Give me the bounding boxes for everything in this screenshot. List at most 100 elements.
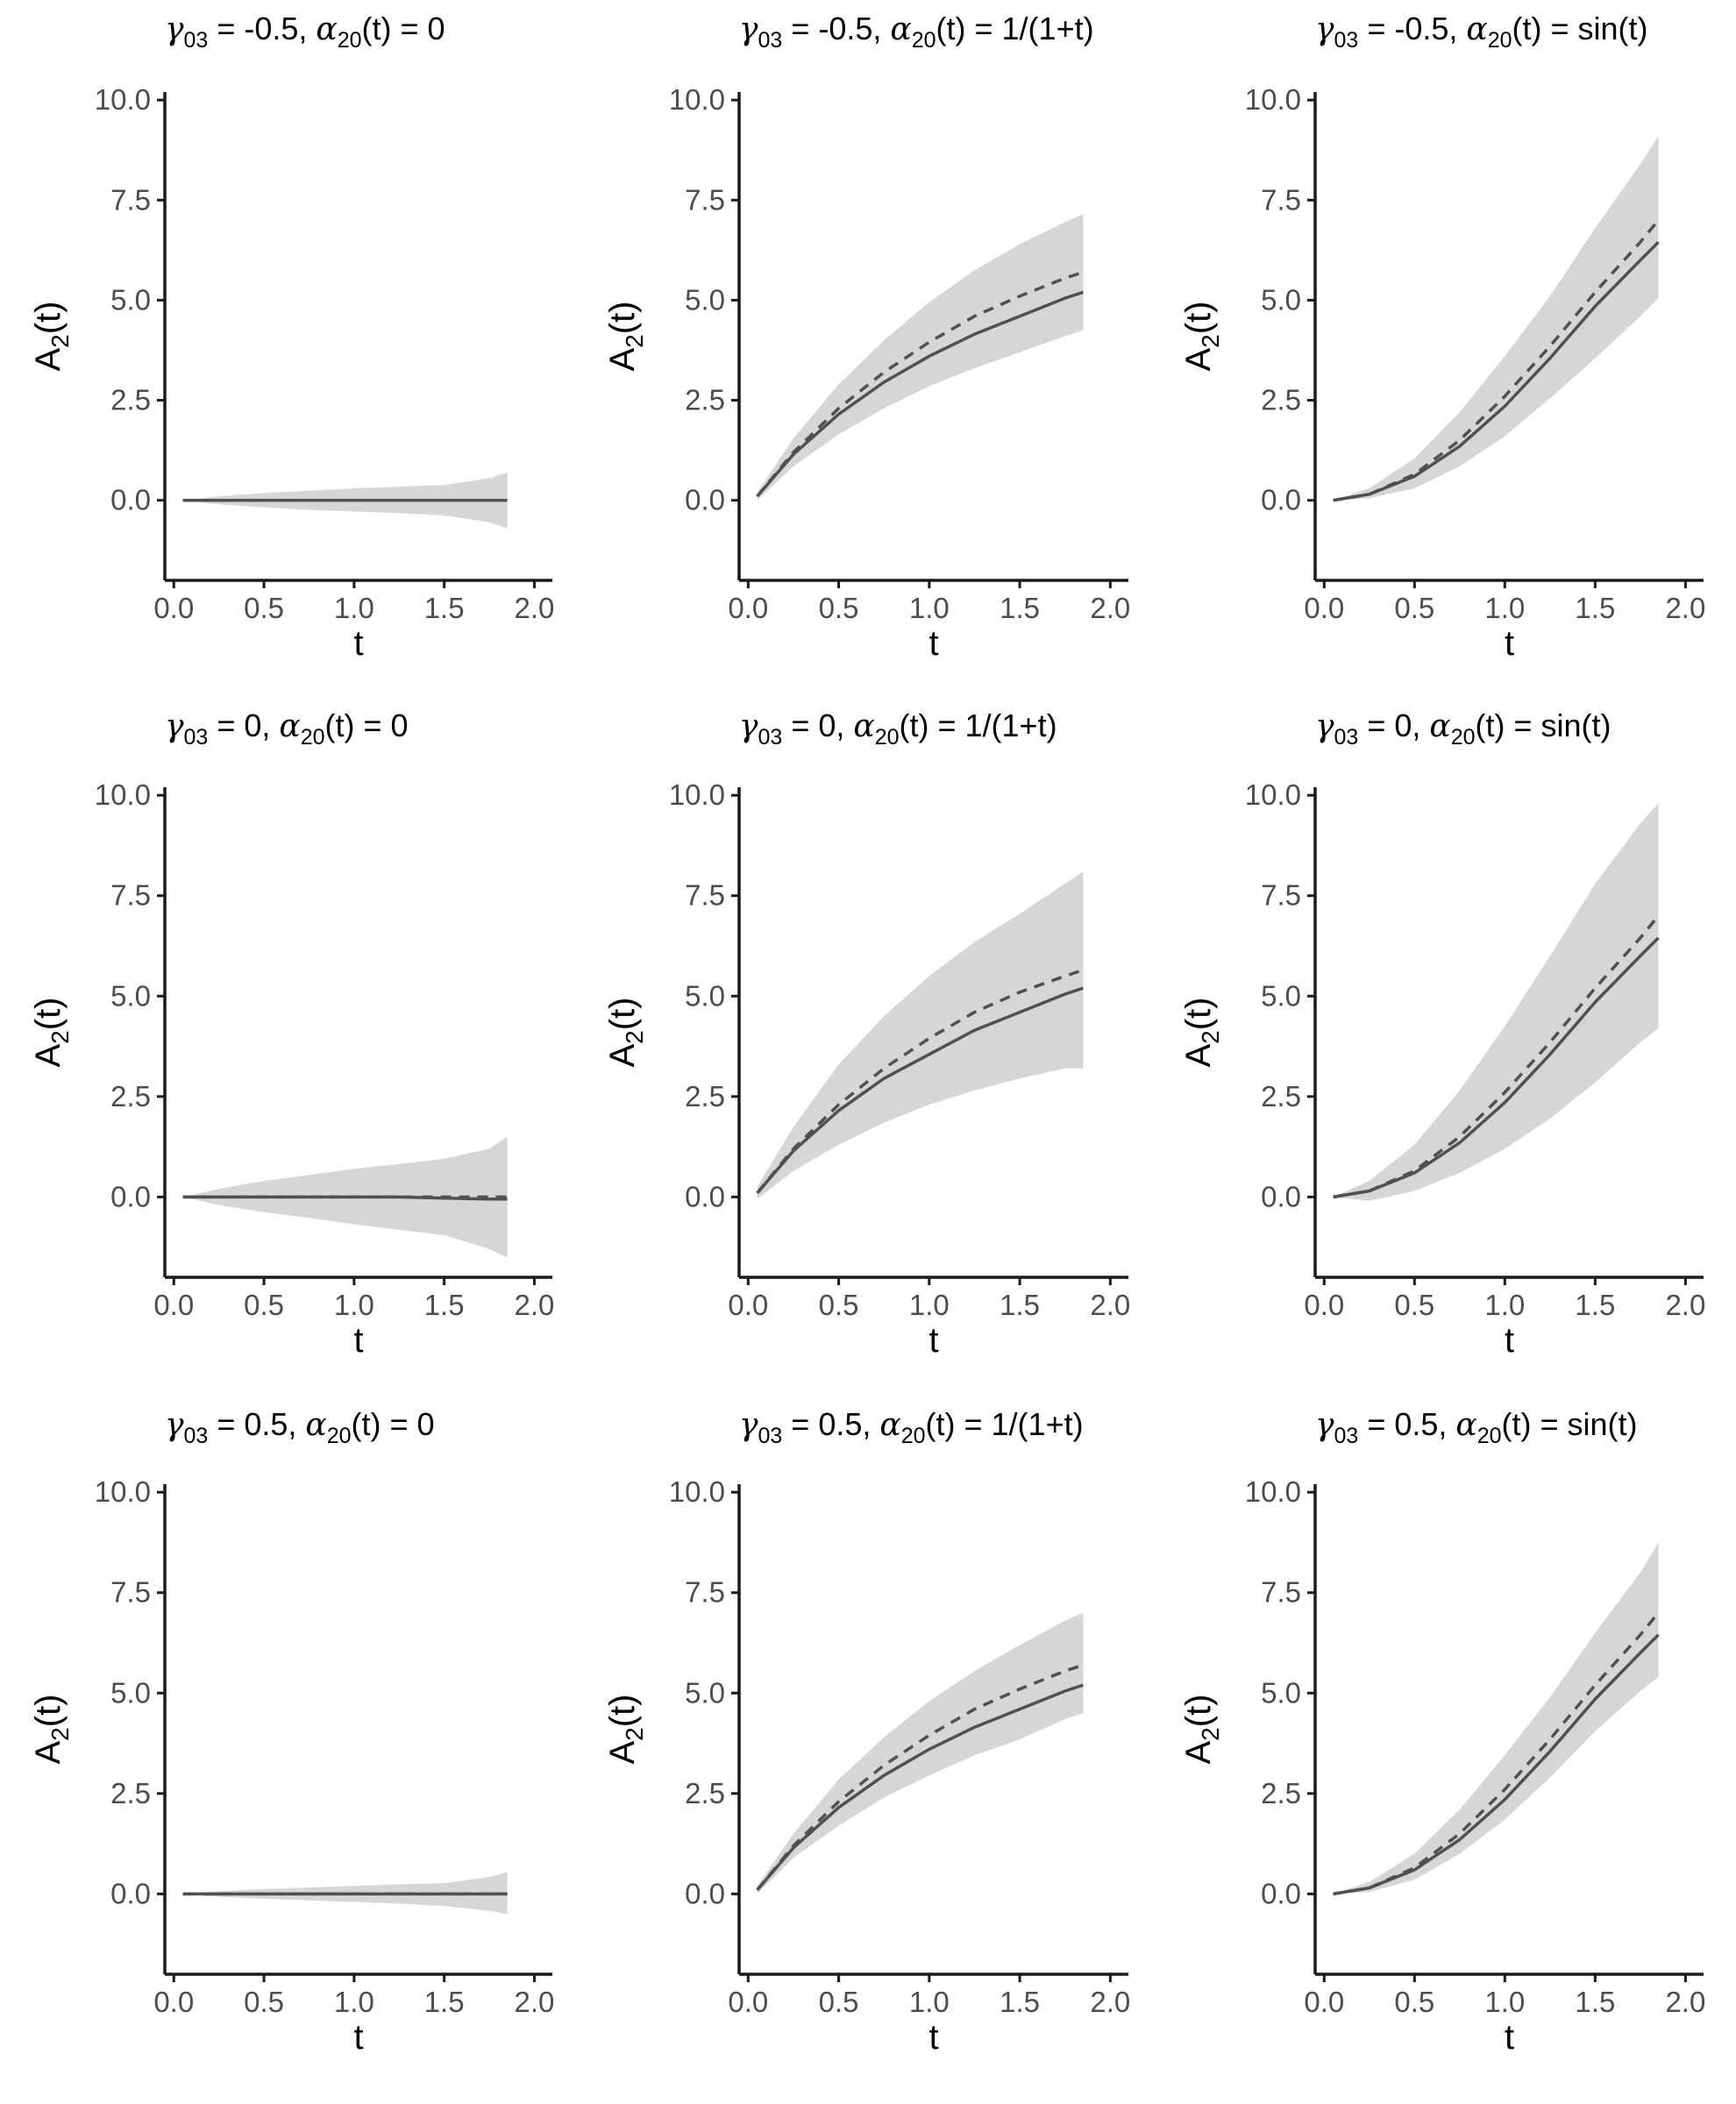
x-tick-label: 1.5 — [424, 1289, 465, 1321]
x-tick-label: 0.0 — [728, 1986, 768, 2018]
x-tick-label: 1.5 — [1575, 1289, 1615, 1321]
x-tick-label: 1.0 — [334, 592, 374, 624]
y-tick-label: 10.0 — [1245, 83, 1301, 116]
y-tick-label: 5.0 — [110, 979, 151, 1012]
y-title-argument: (t) — [1179, 1694, 1218, 1727]
x-tick-label: 0.5 — [1394, 592, 1434, 624]
y-tick-label: 0.0 — [110, 484, 151, 516]
y-title-argument: (t) — [603, 997, 642, 1030]
y-axis-title: A2(t) — [603, 1694, 648, 1764]
y-tick-label: 7.5 — [685, 183, 725, 216]
x-tick-label: 0.0 — [153, 1986, 194, 2018]
y-tick-label: 5.0 — [1261, 283, 1301, 316]
panel-title: γ03 = 0.5, α20(t) = 1/(1+t) — [739, 1406, 1084, 1448]
y-title-argument: (t) — [29, 997, 68, 1030]
gamma-subscript: 03 — [184, 725, 209, 750]
panel-title: γ03 = 0, α20(t) = 0 — [165, 707, 409, 750]
true-curve — [1333, 1611, 1660, 1896]
alpha-symbol: α — [279, 708, 300, 744]
gamma-value: = 0, — [782, 707, 853, 743]
x-tick-label: 2.0 — [1665, 592, 1705, 624]
x-tick-label: 0.5 — [244, 1289, 284, 1321]
true-curve — [1333, 914, 1660, 1199]
alpha-symbol: α — [305, 1407, 326, 1443]
y-title-argument: (t) — [603, 1694, 642, 1727]
y-tick-label: 7.5 — [110, 879, 151, 912]
panel-title: γ03 = 0.5, α20(t) = sin(t) — [1315, 1406, 1638, 1448]
x-tick-label: 1.5 — [424, 1986, 465, 2018]
y-tick-label: 7.5 — [110, 1576, 151, 1609]
y-axis-title: A2(t) — [29, 997, 74, 1067]
alpha-subscript: 20 — [338, 28, 362, 53]
alpha-subscript: 20 — [1488, 28, 1512, 53]
x-axis-title: t — [1505, 1321, 1514, 1360]
gamma-value: = 0.5, — [208, 1406, 305, 1442]
y-tick-label: 2.5 — [1261, 384, 1301, 416]
gamma-value: = -0.5, — [1358, 11, 1466, 46]
y-tick-label: 0.0 — [1261, 1180, 1301, 1212]
y-title-main: A — [1179, 1741, 1218, 1765]
gamma-subscript: 03 — [1334, 1424, 1359, 1448]
y-axis-title: A2(t) — [29, 301, 74, 371]
panel-1-3: γ03 = -0.5, α20(t) = sin(t) 0.0 2.5 5.0 7.5 1… — [1179, 11, 1705, 663]
x-tick-label: 1.0 — [1484, 1986, 1525, 2018]
y-tick-label: 2.5 — [110, 384, 151, 416]
alpha-expression: (t) = sin(t) — [1512, 11, 1648, 46]
alpha-expression: (t) = 0 — [352, 1406, 435, 1442]
estimate-curve — [756, 986, 1084, 1194]
y-title-main: A — [603, 1044, 642, 1068]
y-tick-label: 5.0 — [685, 979, 725, 1012]
y-title-subscript: 2 — [1197, 1030, 1224, 1044]
estimate-curve — [756, 290, 1084, 498]
gamma-subscript: 03 — [1334, 725, 1359, 750]
y-title-subscript: 2 — [621, 1727, 648, 1741]
true-curve — [756, 1663, 1084, 1891]
gamma-subscript: 03 — [758, 725, 783, 750]
y-tick-label: 0.0 — [685, 1877, 725, 1909]
alpha-symbol: α — [1455, 1407, 1476, 1443]
panel-title: γ03 = -0.5, α20(t) = 0 — [165, 11, 445, 53]
gamma-symbol: γ — [739, 1407, 758, 1443]
x-tick-label: 0.5 — [1394, 1986, 1434, 2018]
x-tick-label: 0.5 — [819, 1986, 859, 2018]
panel-title: γ03 = -0.5, α20(t) = sin(t) — [1315, 11, 1648, 53]
y-tick-label: 2.5 — [1261, 1080, 1301, 1112]
panel-1-1: γ03 = -0.5, α20(t) = 0 0.0 2.5 5.0 7.5 10.0 0.… — [29, 11, 554, 663]
x-tick-label: 2.0 — [1090, 1986, 1130, 2018]
y-tick-label: 10.0 — [95, 778, 151, 811]
y-title-subscript: 2 — [621, 334, 648, 348]
panel-3-2: γ03 = 0.5, α20(t) = 1/(1+t) 0.0 2.5 5.0 7.5 1… — [603, 1406, 1130, 2057]
alpha-subscript: 20 — [301, 725, 325, 750]
y-tick-label: 2.5 — [685, 1080, 725, 1112]
y-tick-label: 5.0 — [685, 1676, 725, 1709]
x-tick-label: 1.0 — [1484, 1289, 1525, 1321]
y-axis-title: A2(t) — [1179, 1694, 1224, 1764]
y-tick-label: 7.5 — [110, 183, 151, 216]
alpha-symbol: α — [1429, 708, 1450, 744]
y-tick-label: 10.0 — [95, 83, 151, 116]
y-title-subscript: 2 — [46, 334, 74, 348]
alpha-expression: (t) = sin(t) — [1476, 707, 1611, 743]
x-tick-label: 2.0 — [1665, 1986, 1705, 2018]
y-axis-title: A2(t) — [603, 301, 648, 371]
gamma-symbol: γ — [739, 708, 758, 744]
alpha-subscript: 20 — [901, 1424, 926, 1448]
x-tick-label: 0.0 — [1304, 592, 1344, 624]
y-tick-label: 5.0 — [110, 283, 151, 316]
y-tick-label: 10.0 — [1245, 1475, 1301, 1508]
x-tick-label: 1.5 — [1575, 592, 1615, 624]
gamma-value: = 0.5, — [782, 1406, 879, 1442]
y-title-subscript: 2 — [1197, 334, 1224, 348]
y-tick-label: 7.5 — [1261, 183, 1301, 216]
x-tick-label: 0.0 — [153, 592, 194, 624]
x-tick-label: 0.5 — [819, 592, 859, 624]
y-tick-label: 10.0 — [669, 1475, 725, 1508]
panel-3-1: γ03 = 0.5, α20(t) = 0 0.0 2.5 5.0 7.5 10.0 0.0… — [29, 1406, 554, 2057]
y-title-main: A — [29, 1044, 68, 1068]
gamma-symbol: γ — [165, 11, 184, 47]
gamma-subscript: 03 — [184, 28, 209, 53]
y-tick-label: 7.5 — [1261, 879, 1301, 912]
x-tick-label: 2.0 — [515, 1289, 555, 1321]
alpha-expression: (t) = 1/(1+t) — [926, 1406, 1084, 1442]
